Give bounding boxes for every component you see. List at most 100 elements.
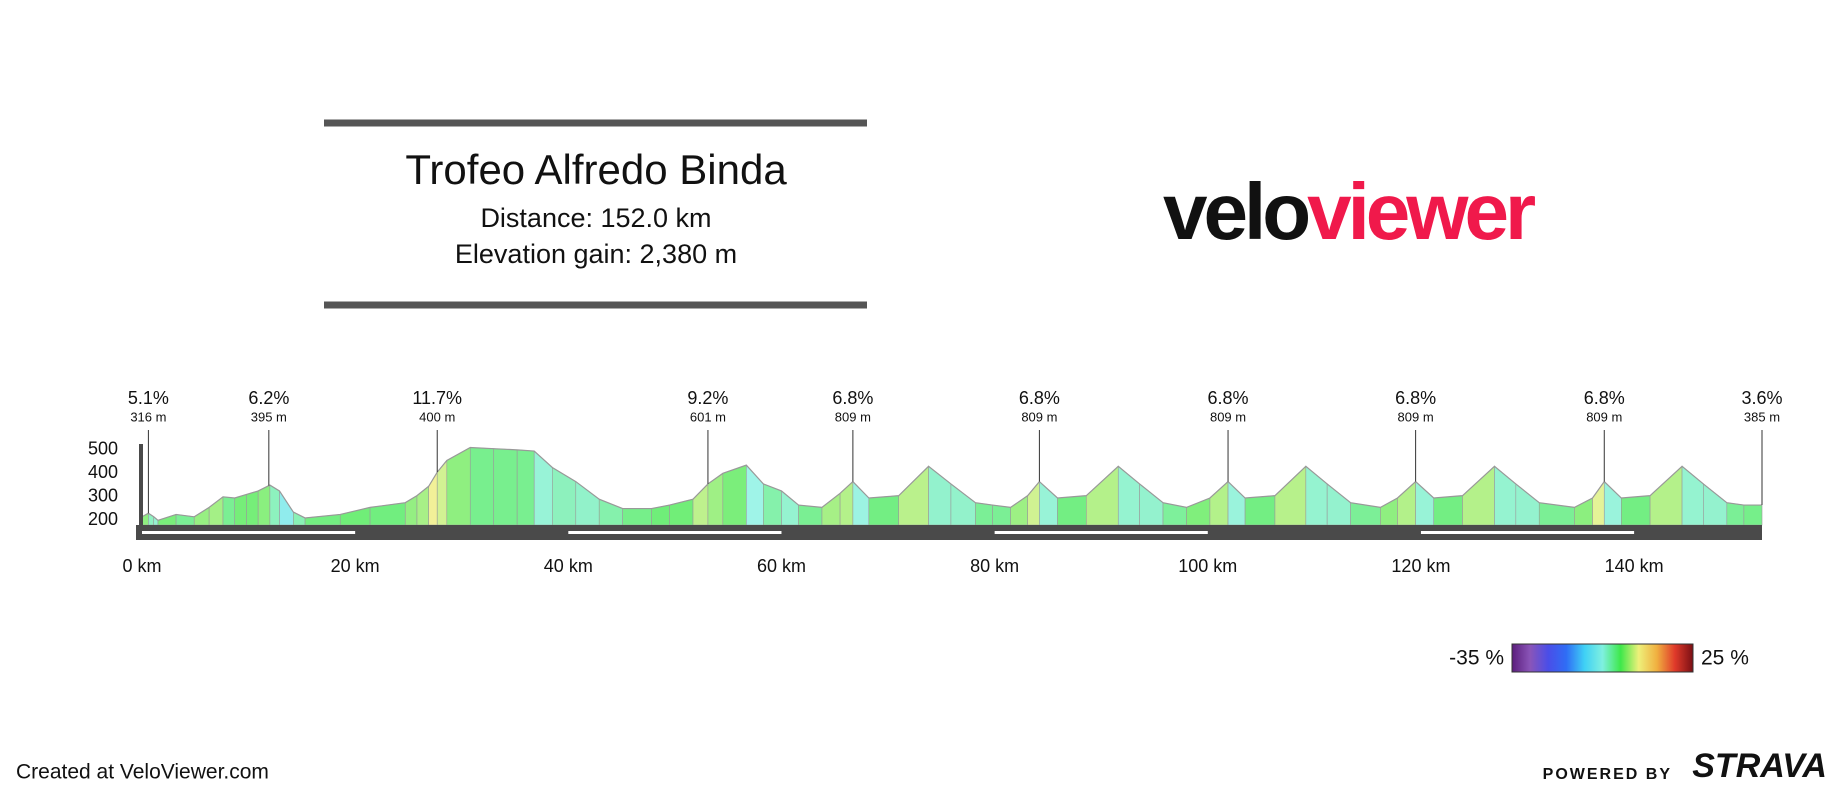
profile-segment bbox=[493, 448, 518, 526]
profile-segment bbox=[1085, 465, 1119, 526]
x-tick-label: 140 km bbox=[1605, 556, 1664, 576]
profile-segment bbox=[193, 506, 210, 526]
colorbar-label: -35 % bbox=[1449, 647, 1504, 670]
logo-part: viewer bbox=[1307, 167, 1535, 256]
profile-segment bbox=[369, 502, 406, 526]
y-tick-label: 300 bbox=[88, 486, 118, 506]
x-tick-label: 80 km bbox=[970, 556, 1019, 576]
profile-segment bbox=[208, 496, 224, 526]
profile-outline bbox=[141, 446, 1762, 521]
profile-segment bbox=[552, 466, 577, 526]
profile-segment bbox=[1538, 502, 1575, 526]
y-tick-label: 200 bbox=[88, 509, 118, 529]
profile-segment bbox=[1326, 483, 1351, 526]
y-tick-label: 500 bbox=[88, 439, 118, 459]
annotation-elevation: 809 m bbox=[1210, 409, 1246, 424]
profile-segment bbox=[575, 480, 600, 526]
profile-segment bbox=[1057, 495, 1087, 526]
profile-segment bbox=[222, 496, 236, 526]
profile-segment bbox=[898, 465, 929, 526]
annotation-grade: 6.8% bbox=[1019, 388, 1060, 408]
brand: STRAVA bbox=[1692, 747, 1827, 785]
colorbar bbox=[1511, 643, 1694, 673]
annotation-grade: 3.6% bbox=[1741, 388, 1782, 408]
y-tick-label: 400 bbox=[88, 462, 118, 482]
profile-segment bbox=[1227, 480, 1246, 526]
profile-segment bbox=[533, 450, 553, 526]
profile-segment bbox=[852, 480, 870, 526]
profile-segment bbox=[868, 495, 900, 526]
x-tick-label: 0 km bbox=[122, 556, 161, 576]
profile-segment bbox=[1726, 502, 1745, 526]
profile-segment bbox=[1010, 495, 1028, 526]
profile-segment bbox=[781, 490, 799, 526]
profile-segment bbox=[1039, 480, 1058, 526]
x-axis-bar bbox=[136, 525, 1762, 540]
profile-segment bbox=[1244, 495, 1276, 526]
profile bbox=[141, 446, 1763, 526]
profile-segment bbox=[416, 485, 429, 526]
logo: veloviewer bbox=[1163, 167, 1535, 256]
annotation-grade: 6.2% bbox=[248, 388, 289, 408]
logo-part: velo bbox=[1163, 167, 1308, 256]
profile-segment bbox=[1603, 480, 1622, 526]
profile-segment bbox=[1433, 495, 1463, 526]
subtitle: Distance: 152.0 km bbox=[480, 203, 711, 233]
profile-segment bbox=[1743, 504, 1763, 526]
profile-segment bbox=[1209, 480, 1229, 526]
profile-segment bbox=[1621, 495, 1651, 526]
profile-segment bbox=[692, 483, 709, 526]
profile-segment bbox=[707, 472, 724, 526]
annotation-grade: 5.1% bbox=[128, 388, 169, 408]
profile-segment bbox=[1703, 483, 1728, 526]
profile-segment bbox=[339, 507, 371, 526]
powered-by: POWERED BY bbox=[1543, 766, 1672, 783]
profile-segment bbox=[975, 502, 993, 526]
x-tick-label: 40 km bbox=[544, 556, 593, 576]
profile-segment bbox=[950, 483, 976, 526]
profile-segment bbox=[234, 494, 247, 526]
profile-segment bbox=[1462, 465, 1495, 526]
annotation-elevation: 809 m bbox=[1021, 409, 1057, 424]
annotation-grade: 11.7% bbox=[412, 388, 462, 408]
colorbar-label: 25 % bbox=[1701, 647, 1749, 670]
x-tick-label: 20 km bbox=[331, 556, 380, 576]
annotation-elevation: 809 m bbox=[835, 409, 871, 424]
profile-segment bbox=[821, 492, 841, 526]
profile-segment bbox=[1162, 502, 1187, 526]
y-axis-line bbox=[139, 444, 143, 540]
annotation-grade: 6.8% bbox=[1584, 388, 1625, 408]
profile-segment bbox=[257, 484, 271, 526]
profile-segment bbox=[598, 498, 623, 526]
subtitle: Elevation gain: 2,380 m bbox=[455, 239, 737, 269]
profile-segment bbox=[798, 504, 823, 526]
annotation-elevation: 395 m bbox=[251, 409, 287, 424]
annotation-elevation: 400 m bbox=[419, 409, 455, 424]
axes: 0 km 20 km 40 km 60 km 80 km 100 km 120 km 140 … bbox=[88, 388, 1783, 673]
profile-segment bbox=[269, 484, 280, 526]
profile-segment bbox=[1515, 483, 1540, 526]
annotation-elevation: 601 m bbox=[690, 409, 726, 424]
annotation-grade: 9.2% bbox=[687, 388, 728, 408]
profile-segment bbox=[722, 464, 747, 526]
annotation-grade: 6.8% bbox=[1395, 388, 1436, 408]
profile-segment bbox=[1397, 480, 1416, 526]
profile-segment bbox=[1139, 483, 1164, 526]
profile-segment bbox=[992, 504, 1011, 526]
profile-segment bbox=[1350, 502, 1381, 526]
profile-segment bbox=[293, 511, 306, 526]
profile-segment bbox=[404, 495, 418, 526]
x-tick-label: 60 km bbox=[757, 556, 806, 576]
x-tick-label: 100 km bbox=[1178, 556, 1237, 576]
annotation-elevation: 809 m bbox=[1398, 409, 1434, 424]
annotation-grade: 6.8% bbox=[1208, 388, 1249, 408]
profile-segment bbox=[1592, 480, 1605, 526]
profile-segment bbox=[469, 447, 495, 526]
annotation-elevation: 316 m bbox=[130, 409, 166, 424]
profile-segment bbox=[516, 449, 535, 526]
chart-title: Trofeo Alfredo Binda bbox=[405, 146, 787, 193]
profile-segment bbox=[246, 490, 259, 526]
credit: Created at VeloViewer.com bbox=[16, 761, 269, 784]
